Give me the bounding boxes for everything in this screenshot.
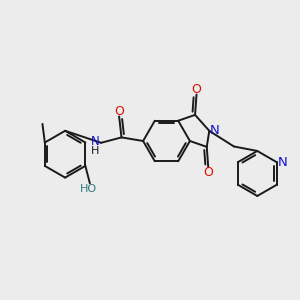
Text: N: N <box>210 124 220 137</box>
Text: O: O <box>114 105 124 118</box>
Text: HO: HO <box>80 184 97 194</box>
Text: O: O <box>203 166 213 179</box>
Text: N: N <box>278 156 288 169</box>
Text: H: H <box>91 146 99 156</box>
Text: N: N <box>91 135 100 148</box>
Text: O: O <box>192 83 202 96</box>
